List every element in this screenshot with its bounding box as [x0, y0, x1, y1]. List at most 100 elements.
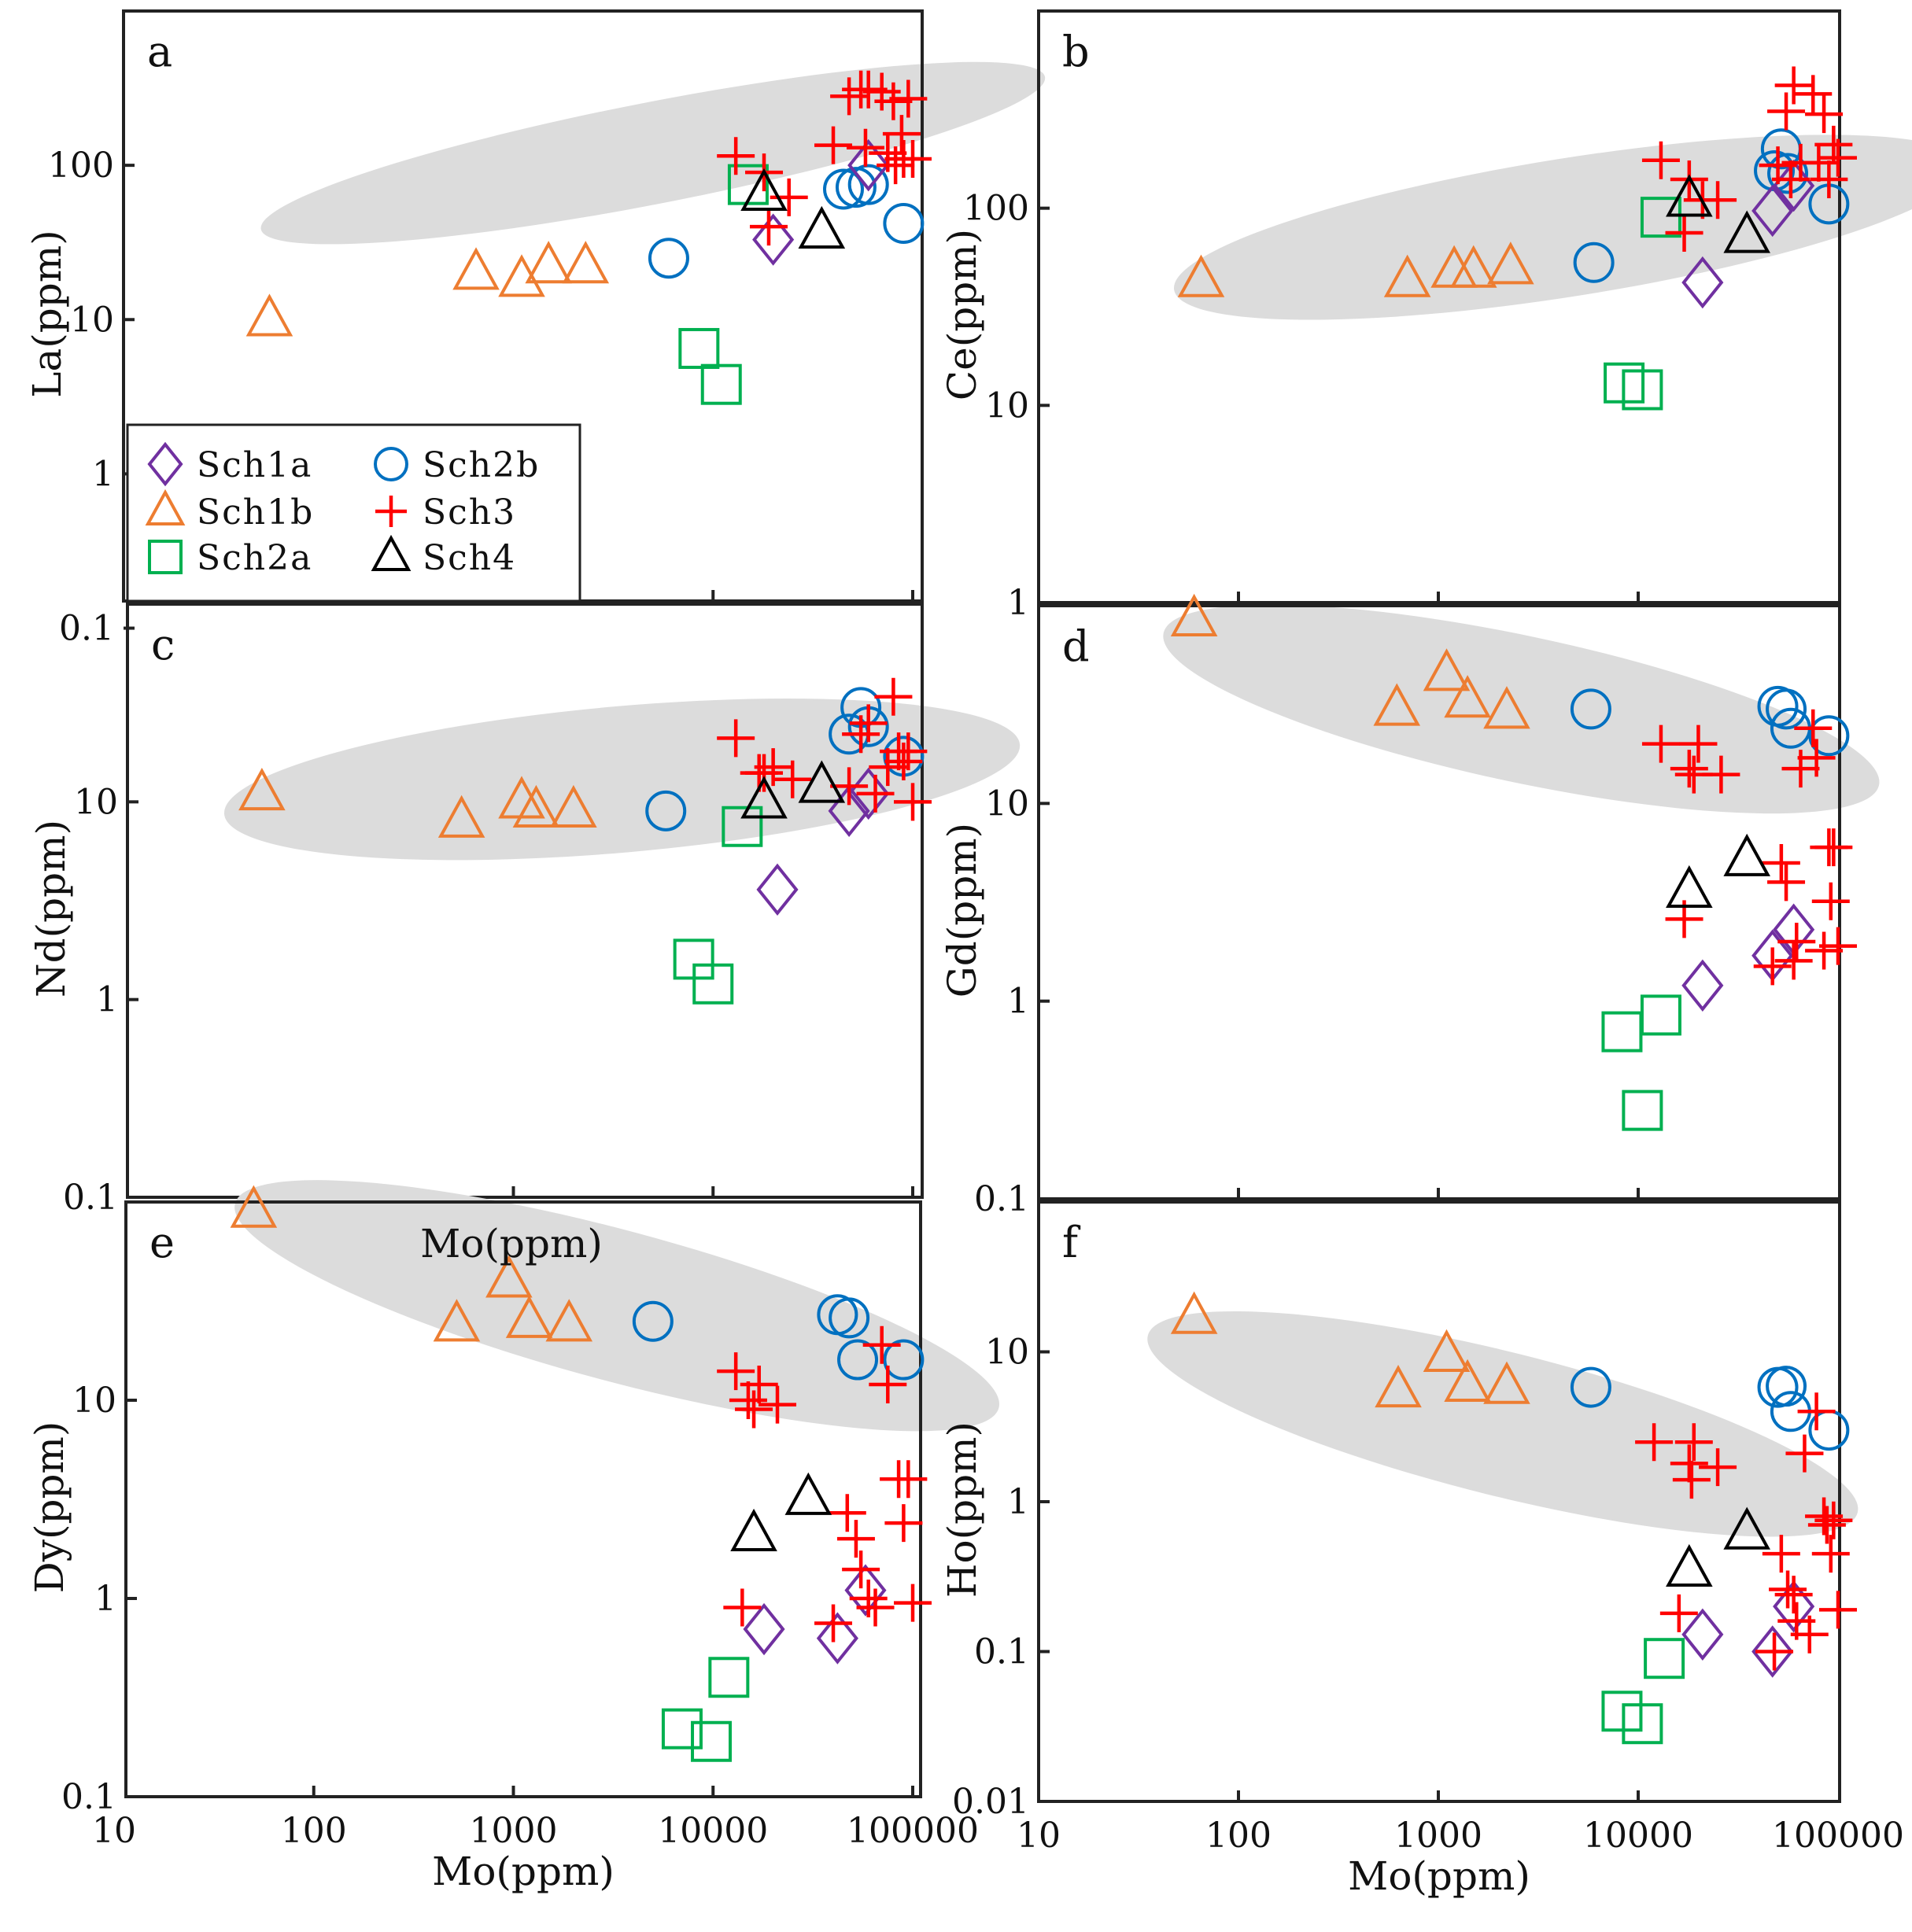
legend-marker-sch4	[371, 534, 412, 571]
point-sch4	[740, 168, 788, 212]
point-sch4	[784, 1472, 832, 1515]
legend: Sch1a Sch2b Sch1b Sch3 Sch2a Sch4	[126, 423, 581, 603]
point-sch2b	[883, 203, 925, 245]
point-sch1a	[752, 213, 795, 266]
point-sch1b	[452, 247, 500, 290]
point-sch4	[740, 776, 788, 819]
point-sch2a	[678, 327, 720, 369]
point-sch2b	[648, 238, 689, 279]
point-sch4	[1723, 210, 1770, 253]
point-sch3	[1635, 1423, 1674, 1462]
y-tick-label: 1	[1007, 583, 1029, 623]
legend-label-sch4: Sch4	[423, 538, 516, 578]
point-sch2b	[883, 1339, 925, 1381]
point-sch1a	[1681, 256, 1724, 309]
point-sch3	[1699, 1448, 1737, 1487]
x-tick-label: 10	[92, 1811, 136, 1851]
point-sch1b	[545, 1299, 593, 1342]
point-sch1b	[433, 1299, 481, 1342]
point-sch1a	[1751, 184, 1794, 238]
point-sch1a	[1681, 959, 1724, 1012]
point-sch3	[759, 1385, 797, 1424]
legend-label-sch1b: Sch1b	[197, 492, 314, 533]
y-axis-label: La(ppm)	[24, 230, 70, 397]
point-sch3	[749, 208, 788, 246]
point-sch4	[1723, 833, 1770, 876]
point-sch1a	[1773, 1580, 1815, 1633]
point-sch2a	[692, 963, 734, 1005]
x-tick-label: 1000	[470, 1811, 558, 1851]
point-sch3	[1794, 709, 1833, 747]
point-sch3	[828, 1494, 866, 1532]
legend-marker-sch2a	[148, 540, 183, 574]
y-tick-label: 10	[985, 385, 1029, 426]
point-sch1b	[505, 1295, 553, 1338]
point-sch3	[1774, 1576, 1813, 1614]
point-sch3	[889, 732, 928, 771]
point-sch3	[735, 1390, 773, 1429]
point-sch3	[1771, 160, 1810, 199]
point-sch4	[798, 760, 846, 803]
point-sch3	[1672, 1461, 1711, 1499]
point-sch4	[730, 1508, 777, 1552]
point-sch1a	[743, 1602, 785, 1656]
point-sch2a	[1644, 1638, 1685, 1679]
point-sch1b	[1483, 686, 1530, 729]
point-sch3	[869, 1366, 907, 1404]
x-tick-label: 100	[1205, 1816, 1272, 1856]
x-tick-label: 10	[1017, 1816, 1061, 1856]
point-sch1b	[1170, 593, 1218, 636]
point-sch2b	[632, 1300, 674, 1342]
point-sch2a	[708, 1657, 750, 1698]
field-ellipse	[1163, 604, 1880, 814]
y-tick-label: 1	[92, 454, 114, 494]
point-sch1b	[437, 795, 485, 838]
y-axis-label: Ho(ppm)	[939, 1421, 985, 1598]
point-sch4	[1666, 865, 1713, 909]
point-sch2b	[837, 1339, 879, 1381]
point-sch2b	[1570, 1366, 1611, 1408]
point-sch3	[717, 1352, 755, 1391]
point-sch1a	[816, 1612, 858, 1665]
point-sch3	[1702, 755, 1740, 794]
point-sch3	[1805, 1497, 1844, 1536]
point-sch3	[1814, 1501, 1853, 1539]
point-sch1b	[512, 784, 560, 828]
x-tick-label: 100000	[847, 1811, 979, 1851]
point-sch1b	[1449, 245, 1497, 288]
point-sch3	[1641, 141, 1680, 179]
point-sch1b	[562, 241, 610, 284]
point-sch2a	[1640, 197, 1681, 238]
point-sch3	[889, 79, 928, 118]
x-tick-label: 10000	[1583, 1816, 1693, 1856]
point-sch4	[798, 205, 846, 249]
y-axis-label: Nd(ppm)	[28, 820, 74, 997]
point-sch2b	[645, 790, 687, 831]
plot-frame	[124, 1200, 922, 1798]
point-sch3	[1670, 750, 1708, 788]
point-sch3	[1767, 863, 1806, 901]
point-sch2b	[823, 168, 865, 210]
point-sch1b	[1375, 1365, 1422, 1408]
point-sch1a	[847, 138, 890, 192]
point-sch3	[856, 774, 895, 813]
point-sch2b	[847, 164, 889, 205]
point-sch3	[1807, 1506, 1846, 1544]
point-sch3	[846, 128, 884, 167]
panel-letter: a	[147, 27, 172, 76]
panel-letter: c	[151, 620, 175, 669]
point-sch1b	[238, 767, 286, 811]
point-sch1b	[525, 241, 572, 284]
point-sch3	[889, 1460, 928, 1499]
field-ellipse	[1173, 135, 1912, 320]
point-sch2b	[1766, 1366, 1807, 1407]
point-sch3	[745, 754, 784, 792]
point-sch1b	[550, 784, 597, 828]
y-tick-label: 1	[1007, 1482, 1029, 1522]
y-tick-label: 0.1	[974, 1632, 1029, 1672]
point-sch3	[884, 1504, 923, 1543]
point-sch3	[754, 748, 792, 787]
point-sch3	[1790, 1615, 1829, 1654]
